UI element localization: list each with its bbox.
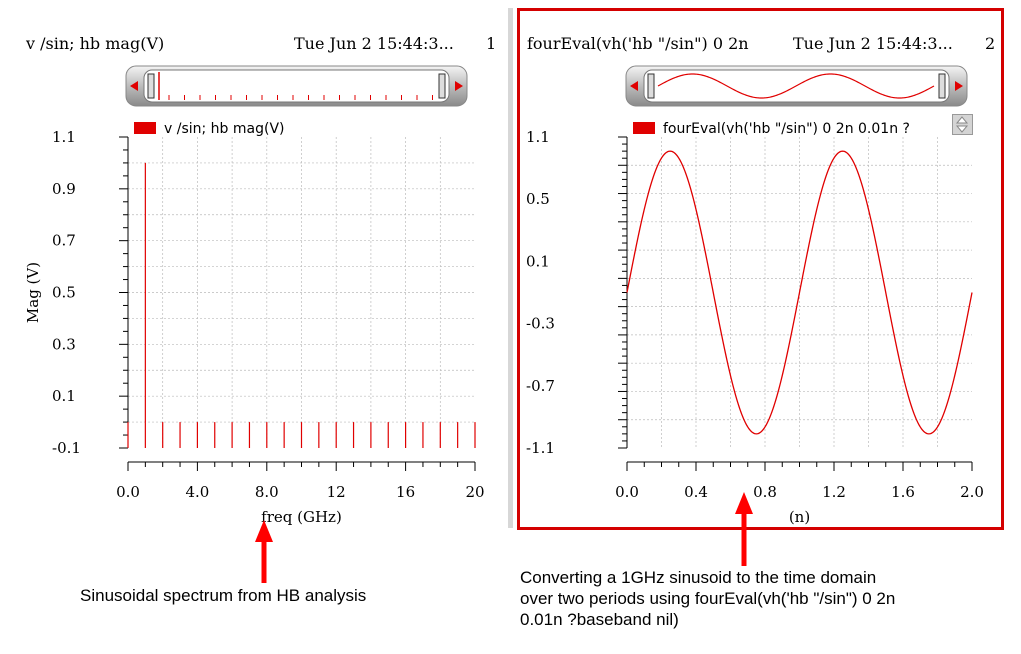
x-tick-label: 1.2 bbox=[822, 483, 846, 501]
overview-ticks bbox=[168, 95, 433, 100]
y-tick-label: 0.1 bbox=[52, 387, 76, 405]
caption-right-line: 0.01n ?baseband nil) bbox=[520, 610, 679, 629]
panel-title: v /sin; hb mag(V) bbox=[26, 34, 165, 53]
y-tick-label: -0.1 bbox=[52, 439, 81, 457]
thumb-right-handle[interactable] bbox=[938, 73, 946, 99]
legend-scroll-icon[interactable] bbox=[952, 114, 974, 136]
y-tick-label: 0.7 bbox=[52, 232, 76, 250]
spectrum-chart: 1.1 0.9 0.7 0.5 0.3 0.1 -0.1 0.0 4.0 8.0 12 16 20 fre… bbox=[24, 128, 485, 526]
scroll-right-arrow-icon[interactable] bbox=[455, 81, 463, 91]
y-tick-label: -0.3 bbox=[526, 315, 555, 333]
y-tick-label: -1.1 bbox=[526, 439, 555, 457]
x-tick-label: 8.0 bbox=[255, 483, 279, 501]
scrollbar-thumb[interactable] bbox=[143, 69, 450, 103]
panel-divider[interactable] bbox=[508, 8, 513, 528]
y-tick-label: -0.7 bbox=[526, 377, 555, 395]
thumb-right-handle[interactable] bbox=[438, 73, 446, 99]
panel-number: 2 bbox=[985, 34, 996, 53]
overview-waveform bbox=[657, 73, 935, 99]
y-tick-label: 0.5 bbox=[526, 190, 550, 208]
thumb-left-handle[interactable] bbox=[147, 73, 155, 99]
spectrum-panel: v /sin; hb mag(V) Tue Jun 2 15:44:3... 1… bbox=[14, 8, 504, 528]
y-tick-label: 0.5 bbox=[52, 284, 76, 302]
panel-number: 1 bbox=[486, 34, 497, 53]
time-domain-chart: 1.1 0.5 0.1 -0.3 -0.7 -1.1 0.0 0.4 0.8 1.2 1.6 2.0 (… bbox=[526, 128, 984, 526]
legend: v /sin; hb mag(V) bbox=[134, 121, 285, 137]
arrow-right-head-icon bbox=[735, 492, 753, 514]
scroll-left-arrow-icon[interactable] bbox=[630, 81, 638, 91]
x-tick-label: 2.0 bbox=[960, 483, 984, 501]
y-tick-label: 0.9 bbox=[52, 180, 76, 198]
scroll-left-arrow-icon[interactable] bbox=[130, 81, 138, 91]
x-tick-label: 1.6 bbox=[891, 483, 915, 501]
x-scrollbar[interactable] bbox=[624, 64, 969, 108]
scroll-right-arrow-icon[interactable] bbox=[955, 81, 963, 91]
y-tick-label: 0.3 bbox=[52, 335, 76, 353]
arrow-left-shaft bbox=[261, 538, 267, 583]
time-domain-panel: fourEval(vh('hb "/sin") 0 2n Tue Jun 2 1… bbox=[517, 8, 1004, 530]
y-axis-label: Mag (V) bbox=[24, 262, 42, 323]
panel-timestamp: Tue Jun 2 15:44:3... bbox=[294, 34, 454, 53]
y-tick-label: 1.1 bbox=[526, 128, 550, 146]
caption-right-line: Converting a 1GHz sinusoid to the time d… bbox=[520, 568, 877, 587]
x-tick-label: 0.4 bbox=[684, 483, 708, 501]
thumb-left-handle[interactable] bbox=[647, 73, 655, 99]
x-tick-label: 16 bbox=[396, 483, 415, 501]
panel-timestamp: Tue Jun 2 15:44:3... bbox=[793, 34, 953, 53]
arrow-right-shaft bbox=[741, 510, 747, 566]
arrow-left-head-icon bbox=[255, 520, 273, 542]
caption-right: Converting a 1GHz sinusoid to the time d… bbox=[520, 567, 895, 630]
y-tick-label: 0.1 bbox=[526, 252, 550, 270]
x-tick-label: 4.0 bbox=[185, 483, 209, 501]
panel-title: fourEval(vh('hb "/sin") 0 2n bbox=[527, 34, 749, 53]
x-tick-label: 12 bbox=[327, 483, 346, 501]
x-tick-label: 0.0 bbox=[615, 483, 639, 501]
x-axis-label: (n) bbox=[789, 508, 810, 526]
x-tick-label: 0.0 bbox=[116, 483, 140, 501]
legend-label: v /sin; hb mag(V) bbox=[164, 121, 285, 137]
legend-swatch bbox=[633, 122, 655, 134]
caption-right-line: over two periods using fourEval(vh('hb "… bbox=[520, 589, 896, 608]
y-tick-label: 1.1 bbox=[52, 128, 76, 146]
x-axis-label: freq (GHz) bbox=[261, 508, 342, 526]
legend: fourEval(vh('hb "/sin") 0 2n 0.01n ? bbox=[633, 121, 910, 137]
legend-swatch bbox=[134, 122, 156, 134]
annotation-arrows bbox=[255, 492, 753, 583]
x-tick-label: 0.8 bbox=[753, 483, 777, 501]
caption-left: Sinusoidal spectrum from HB analysis bbox=[80, 586, 367, 605]
sine-wave-line bbox=[626, 150, 973, 435]
legend-label: fourEval(vh('hb "/sin") 0 2n 0.01n ? bbox=[663, 121, 910, 137]
x-tick-label: 20 bbox=[465, 483, 484, 501]
x-scrollbar[interactable] bbox=[124, 64, 469, 108]
